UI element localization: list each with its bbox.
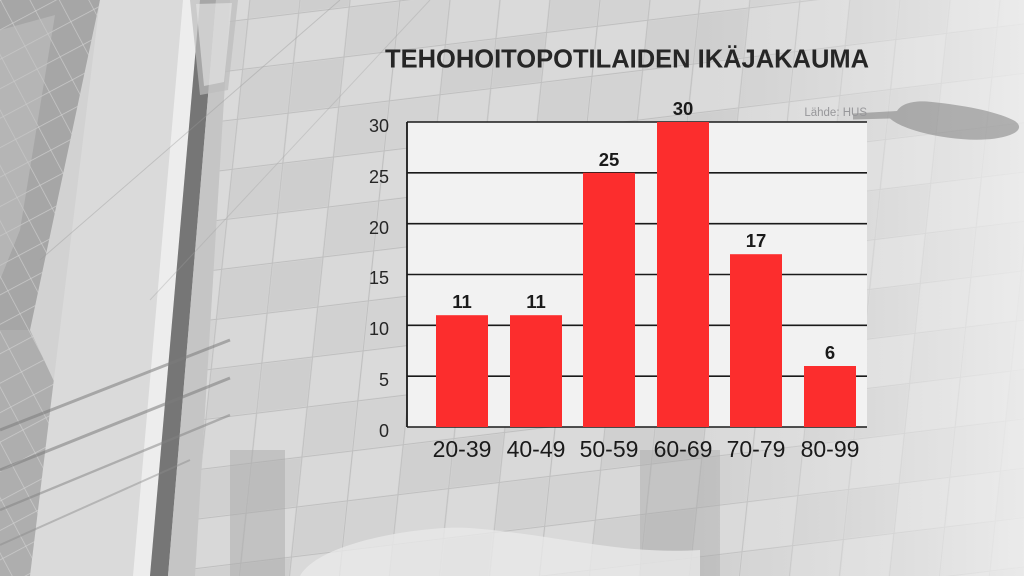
- svg-text:6: 6: [825, 342, 835, 363]
- svg-text:11: 11: [526, 291, 546, 312]
- svg-text:25: 25: [369, 167, 389, 187]
- svg-text:Lähde: HUS: Lähde: HUS: [804, 107, 867, 119]
- svg-text:50-59: 50-59: [580, 436, 639, 462]
- svg-text:17: 17: [746, 230, 767, 251]
- svg-text:20-39: 20-39: [433, 436, 492, 462]
- svg-text:80-99: 80-99: [801, 436, 860, 462]
- svg-text:70-79: 70-79: [727, 436, 786, 462]
- svg-text:20: 20: [369, 218, 389, 238]
- svg-text:0: 0: [379, 421, 389, 441]
- svg-text:25: 25: [599, 149, 620, 170]
- svg-text:TEHOHOITOPOTILAIDEN IKÄJAKAUMA: TEHOHOITOPOTILAIDEN IKÄJAKAUMA: [385, 46, 869, 74]
- svg-text:60-69: 60-69: [654, 436, 713, 462]
- svg-text:40-49: 40-49: [507, 436, 566, 462]
- svg-text:30: 30: [673, 98, 694, 119]
- svg-text:10: 10: [369, 319, 389, 339]
- svg-text:15: 15: [369, 268, 389, 288]
- svg-text:30: 30: [369, 116, 389, 136]
- svg-text:5: 5: [379, 370, 389, 390]
- svg-text:11: 11: [452, 291, 472, 312]
